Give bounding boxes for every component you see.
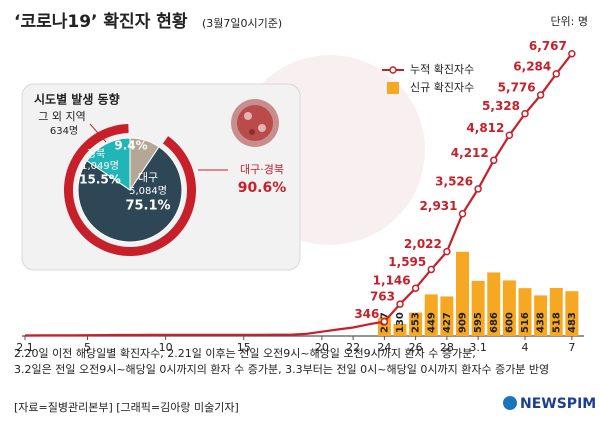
bar-value-label: 518 [551,312,562,333]
point-label: 1,595 [388,255,426,269]
virus-icon [231,99,279,147]
bar-value-label: 516 [520,312,531,333]
x-tick-label: 28 [440,341,454,354]
leader-line [89,123,107,143]
bar [549,287,563,336]
bar [424,294,438,336]
logo-text: NEWSPIM [520,396,596,412]
slice-value: 75.1% [125,199,170,214]
point [427,265,435,274]
point-label: 4,212 [451,146,489,160]
point [474,185,482,193]
pie-title: 시도별 발생 동향 [34,92,120,107]
bar-value-label: 449 [426,312,437,333]
point-label: 763 [370,290,395,304]
point-label: 5,328 [482,99,520,113]
bar-value-label: 686 [489,312,500,333]
bar [502,280,516,336]
slice-value: 9.4% [114,139,147,153]
unit-label: 단위: 명 [550,15,588,28]
bar-value-label: 427 [442,312,453,333]
x-tick-label: 20 [315,341,329,354]
bar [456,251,469,336]
bar-value-label: 909 [458,312,469,333]
bar [471,280,485,336]
cumulative-line [24,53,573,337]
footnote: 3.2일은 전일 오전9시~해당일 0시까지의 환자 수 증가분, 3.3부터는… [14,362,549,376]
point-label: 2,022 [404,237,442,251]
source: [자료=질병관리본부] [그래픽=김아랑 미술기자] [14,401,239,414]
point-label: 5,776 [498,81,536,95]
point [536,91,545,99]
x-tick-label: 7 [568,341,575,354]
x-tick-label: 26 [409,341,423,354]
x-tick-label: 3.1 [469,341,487,354]
point [521,109,529,118]
slice-name: 경북 [87,147,105,160]
footnote: 2.20일 이전 해당일별 확진자수, 2.21일 이후는 전일 오전9시~해당… [14,346,476,360]
point [505,131,514,140]
point [443,247,451,256]
slice-name: 그 외 지역 [38,110,85,123]
point-label: 1,146 [373,274,411,288]
bar-value-label: 130 [395,312,406,333]
point [490,156,498,165]
bar [409,312,423,336]
point [552,70,560,78]
slice-count: 1,049명 [81,160,119,172]
bar-value-label: 438 [536,312,547,333]
x-tick-label: 10 [159,341,173,354]
point-label: 3,526 [435,174,473,188]
bar [565,291,579,336]
slice-value: 15.5% [79,173,121,187]
chart-title: ‘코로나19’ 확진자 현황 [14,12,188,32]
point-label: 6,284 [513,59,551,73]
point-label: 346 [354,307,379,321]
legend-label: 누적 확진자수 [410,63,474,76]
x-tick-label: 5 [84,341,91,354]
bar [518,288,532,336]
bar-value-label: 600 [504,312,515,333]
slice-count: 5,084명 [129,185,167,197]
point-label: 2,931 [420,199,458,213]
logo-icon [503,396,517,410]
slice-name: 대구 [138,171,158,184]
bar-value-label: 595 [473,312,484,333]
chart-subtitle: (3월7일0시기준) [202,16,282,30]
point [568,49,576,58]
slice-count: 634명 [50,125,78,137]
combined-label: 대구·경북 [240,163,284,176]
point [458,209,467,218]
x-tick-label: 4 [522,341,529,354]
bar [534,295,548,336]
x-tick-label: 24 [377,341,391,354]
bar [487,272,501,336]
legend-label: 신규 확진자수 [410,81,474,94]
point [411,284,420,292]
legend-swatch [387,82,399,94]
point-label: 4,812 [466,121,504,135]
point [380,317,389,326]
x-tick-label: 2.1 [16,341,34,354]
point-label: 6,767 [529,39,567,53]
bar [440,296,454,336]
bar [393,323,407,336]
x-tick-label: 15 [237,341,251,354]
pie-slice [77,146,183,243]
x-tick-label: 22 [346,341,360,354]
pie-slice [86,137,131,191]
bar-value-label: 483 [567,312,578,333]
legend-dot [389,66,397,74]
combined-value: 90.6% [238,180,287,196]
bar-value-label: 253 [411,312,422,333]
point [396,300,404,308]
